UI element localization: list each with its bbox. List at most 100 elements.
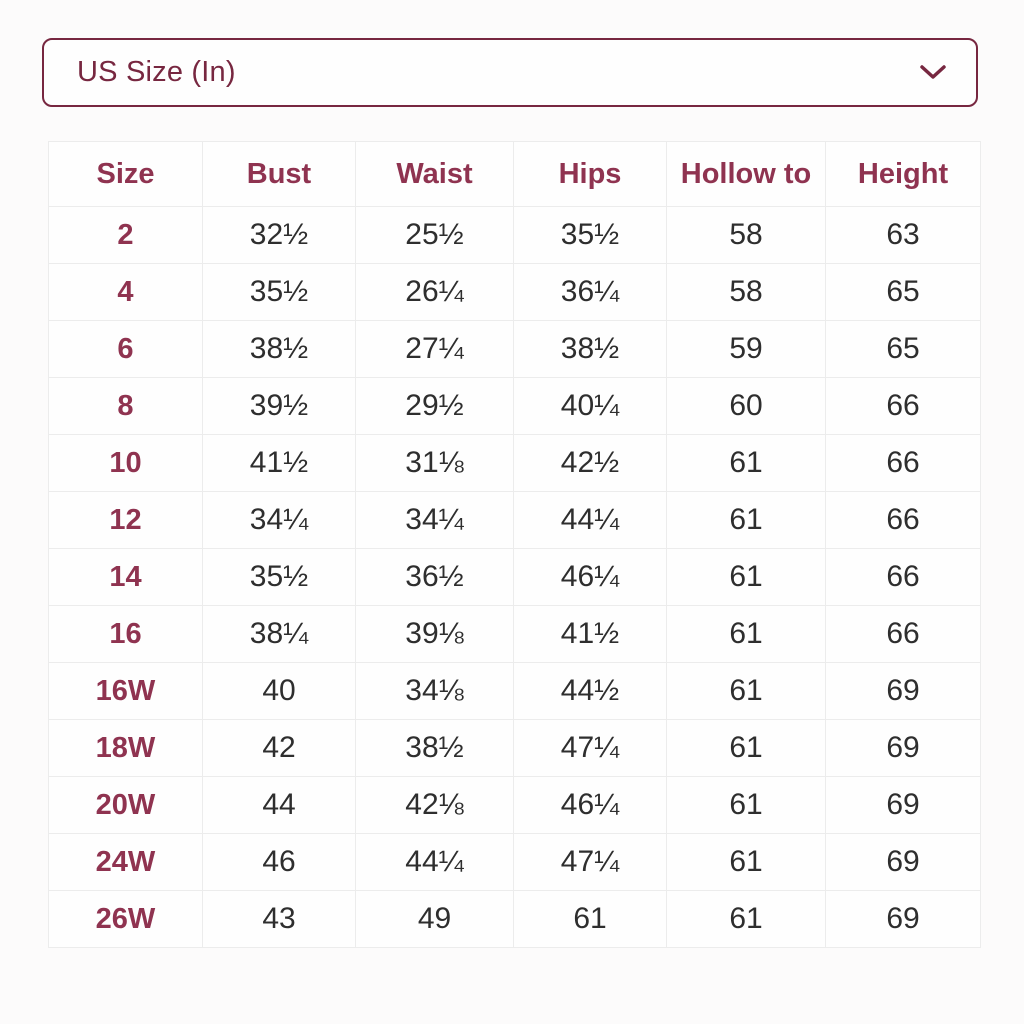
- unit-select-label: US Size (In): [77, 56, 236, 88]
- table-row: 12 34¼ 34¼ 44¼ 61 66: [48, 491, 981, 549]
- value-cell: 66: [825, 377, 981, 435]
- value-cell: 36¼: [513, 263, 667, 321]
- value-cell: 29½: [355, 377, 514, 435]
- value-cell: 44½: [513, 662, 667, 720]
- value-cell: 61: [666, 833, 826, 891]
- value-cell: 35½: [202, 263, 356, 321]
- column-header-hips: Hips: [513, 141, 667, 207]
- value-cell: 34¼: [355, 491, 514, 549]
- value-cell: 26¼: [355, 263, 514, 321]
- value-cell: 66: [825, 548, 981, 606]
- value-cell: 60: [666, 377, 826, 435]
- value-cell: 61: [666, 605, 826, 663]
- value-cell: 46¼: [513, 776, 667, 834]
- value-cell: 43: [202, 890, 356, 948]
- value-cell: 32½: [202, 206, 356, 264]
- size-cell: 14: [48, 548, 203, 606]
- value-cell: 61: [666, 890, 826, 948]
- value-cell: 27¼: [355, 320, 514, 378]
- value-cell: 61: [666, 434, 826, 492]
- value-cell: 41½: [202, 434, 356, 492]
- size-cell: 10: [48, 434, 203, 492]
- value-cell: 38½: [355, 719, 514, 777]
- value-cell: 39⅛: [355, 605, 514, 663]
- value-cell: 40¼: [513, 377, 667, 435]
- table-row: 6 38½ 27¼ 38½ 59 65: [48, 320, 981, 378]
- value-cell: 46: [202, 833, 356, 891]
- table-row: 16W 40 34⅛ 44½ 61 69: [48, 662, 981, 720]
- table-row: 14 35½ 36½ 46¼ 61 66: [48, 548, 981, 606]
- value-cell: 34⅛: [355, 662, 514, 720]
- table-row: 10 41½ 31⅛ 42½ 61 66: [48, 434, 981, 492]
- value-cell: 38¼: [202, 605, 356, 663]
- value-cell: 39½: [202, 377, 356, 435]
- value-cell: 40: [202, 662, 356, 720]
- value-cell: 46¼: [513, 548, 667, 606]
- chevron-down-icon: [920, 65, 946, 80]
- column-header-size: Size: [48, 141, 203, 207]
- table-row: 24W 46 44¼ 47¼ 61 69: [48, 833, 981, 891]
- value-cell: 69: [825, 776, 981, 834]
- value-cell: 42⅛: [355, 776, 514, 834]
- value-cell: 66: [825, 605, 981, 663]
- value-cell: 42½: [513, 434, 667, 492]
- value-cell: 36½: [355, 548, 514, 606]
- value-cell: 34¼: [202, 491, 356, 549]
- value-cell: 41½: [513, 605, 667, 663]
- table-row: 2 32½ 25½ 35½ 58 63: [48, 206, 981, 264]
- size-cell: 4: [48, 263, 203, 321]
- size-cell: 2: [48, 206, 203, 264]
- size-cell: 16: [48, 605, 203, 663]
- value-cell: 47¼: [513, 719, 667, 777]
- value-cell: 47¼: [513, 833, 667, 891]
- value-cell: 69: [825, 662, 981, 720]
- value-cell: 49: [355, 890, 514, 948]
- table-header-row: Size Bust Waist Hips Hollow to Height: [48, 141, 981, 207]
- size-cell: 18W: [48, 719, 203, 777]
- value-cell: 66: [825, 491, 981, 549]
- size-cell: 8: [48, 377, 203, 435]
- size-chart-table: Size Bust Waist Hips Hollow to Height 2 32½ 25½…: [48, 141, 981, 948]
- unit-select-dropdown[interactable]: US Size (In): [42, 38, 978, 107]
- value-cell: 35½: [513, 206, 667, 264]
- size-cell: 6: [48, 320, 203, 378]
- table-row: 16 38¼ 39⅛ 41½ 61 66: [48, 605, 981, 663]
- value-cell: 58: [666, 263, 826, 321]
- value-cell: 35½: [202, 548, 356, 606]
- value-cell: 44: [202, 776, 356, 834]
- size-cell: 24W: [48, 833, 203, 891]
- table-row: 20W 44 42⅛ 46¼ 61 69: [48, 776, 981, 834]
- size-cell: 12: [48, 491, 203, 549]
- value-cell: 38½: [202, 320, 356, 378]
- size-chart-container: Size Bust Waist Hips Hollow to Height 2 32½ 25½…: [48, 141, 981, 948]
- value-cell: 61: [666, 719, 826, 777]
- table-row: 4 35½ 26¼ 36¼ 58 65: [48, 263, 981, 321]
- column-header-height: Height: [825, 141, 981, 207]
- value-cell: 31⅛: [355, 434, 514, 492]
- value-cell: 69: [825, 833, 981, 891]
- value-cell: 65: [825, 263, 981, 321]
- column-header-hollow-to: Hollow to: [666, 141, 826, 207]
- value-cell: 65: [825, 320, 981, 378]
- size-cell: 20W: [48, 776, 203, 834]
- column-header-bust: Bust: [202, 141, 356, 207]
- value-cell: 61: [666, 491, 826, 549]
- size-cell: 26W: [48, 890, 203, 948]
- value-cell: 59: [666, 320, 826, 378]
- value-cell: 44¼: [513, 491, 667, 549]
- value-cell: 38½: [513, 320, 667, 378]
- value-cell: 61: [666, 548, 826, 606]
- value-cell: 25½: [355, 206, 514, 264]
- value-cell: 61: [666, 662, 826, 720]
- value-cell: 66: [825, 434, 981, 492]
- value-cell: 63: [825, 206, 981, 264]
- table-row: 8 39½ 29½ 40¼ 60 66: [48, 377, 981, 435]
- value-cell: 61: [513, 890, 667, 948]
- value-cell: 42: [202, 719, 356, 777]
- value-cell: 58: [666, 206, 826, 264]
- column-header-waist: Waist: [355, 141, 514, 207]
- value-cell: 61: [666, 776, 826, 834]
- size-cell: 16W: [48, 662, 203, 720]
- value-cell: 69: [825, 719, 981, 777]
- table-row: 26W 43 49 61 61 69: [48, 890, 981, 948]
